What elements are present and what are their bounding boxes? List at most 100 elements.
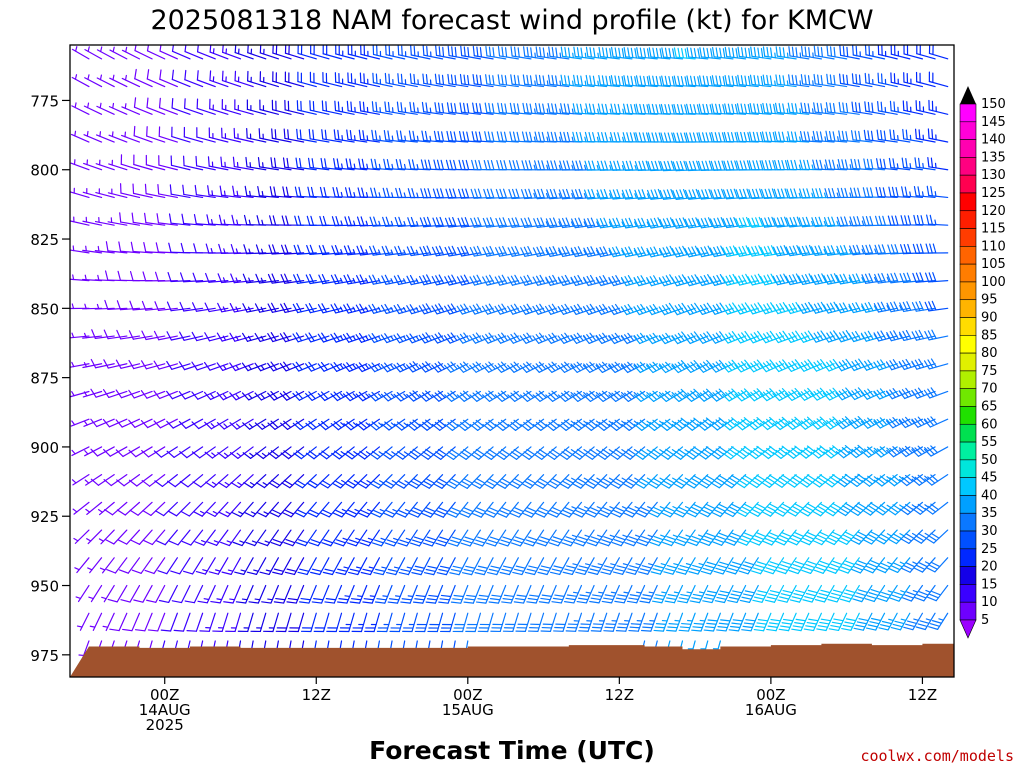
- wind-barb: [601, 584, 620, 604]
- barb-half-feather: [99, 102, 102, 109]
- barb-half-feather: [352, 393, 358, 398]
- wind-barb: [434, 501, 456, 518]
- barb-shaft: [337, 418, 355, 431]
- barb-shaft: [114, 557, 128, 574]
- barb-feather: [293, 452, 302, 460]
- barb-shaft: [171, 363, 191, 370]
- barb-feather: [284, 571, 296, 576]
- barb-feather: [394, 246, 400, 257]
- barb-feather: [358, 129, 362, 141]
- barb-feather: [692, 593, 704, 597]
- barb-shaft: [118, 612, 128, 632]
- wind-barb: [223, 584, 242, 604]
- barb-feather: [564, 47, 567, 58]
- barb-feather: [686, 512, 696, 518]
- barb-half-feather: [235, 423, 241, 428]
- wind-barb: [154, 271, 178, 282]
- barb-feather: [412, 130, 416, 142]
- barb-shaft: [464, 418, 482, 431]
- barb-feather: [585, 103, 589, 114]
- barb-feather: [567, 103, 571, 115]
- barb-feather: [348, 571, 359, 576]
- barb-shaft: [107, 307, 128, 310]
- wind-barb: [255, 446, 279, 460]
- barb-feather: [477, 565, 489, 569]
- barb-feather: [504, 47, 508, 58]
- wind-barb: [384, 72, 406, 88]
- barb-feather: [526, 419, 535, 427]
- wind-barb: [83, 418, 103, 427]
- wind-barb: [313, 612, 330, 633]
- barb-half-feather: [377, 393, 383, 398]
- barb-feather: [229, 302, 236, 313]
- barb-feather: [548, 333, 556, 343]
- barb-feather: [460, 45, 463, 57]
- barb-feather: [617, 75, 621, 87]
- barb-feather: [107, 598, 118, 603]
- barb-feather: [435, 45, 438, 56]
- barb-feather: [444, 217, 450, 228]
- barb-feather: [614, 390, 623, 399]
- barb-feather: [566, 594, 578, 597]
- wind-barb: [502, 612, 519, 633]
- barb-feather: [561, 421, 570, 429]
- wind-barb: [121, 74, 141, 88]
- barb-shaft: [600, 612, 608, 632]
- wind-barb: [96, 46, 115, 60]
- barb-feather: [463, 448, 473, 456]
- barb-feather: [295, 420, 304, 429]
- wind-barb: [221, 70, 242, 88]
- barb-feather: [583, 423, 592, 431]
- barb-feather: [602, 477, 612, 484]
- barb-feather: [242, 452, 252, 460]
- barb-feather: [507, 276, 514, 286]
- barb-shaft: [641, 418, 658, 431]
- wind-barb: [269, 186, 292, 199]
- barb-feather: [412, 477, 423, 484]
- barb-feather: [485, 542, 496, 547]
- barb-feather: [383, 129, 387, 141]
- barb-feather: [445, 453, 455, 460]
- barb-half-feather: [382, 595, 389, 598]
- barb-feather: [380, 393, 389, 402]
- barb-feather: [321, 332, 328, 342]
- barb-feather: [229, 392, 237, 401]
- barb-feather: [419, 423, 428, 431]
- barb-feather: [551, 477, 562, 484]
- barb-feather: [467, 46, 470, 58]
- barb-feather: [412, 390, 421, 399]
- barb-feather: [576, 47, 580, 58]
- barb-feather: [589, 47, 593, 58]
- barb-feather: [676, 538, 687, 544]
- barb-feather: [141, 300, 147, 311]
- barb-feather: [589, 361, 597, 370]
- barb-shaft: [402, 446, 418, 460]
- barb-shaft: [350, 418, 368, 431]
- wind-barb: [406, 333, 431, 344]
- barb-feather: [424, 130, 428, 142]
- barb-half-feather: [608, 249, 612, 256]
- barb-shaft: [692, 446, 709, 460]
- barb-feather: [481, 335, 489, 344]
- barb-feather: [611, 542, 622, 547]
- barb-feather: [191, 302, 198, 312]
- barb-feather: [601, 75, 605, 86]
- barb-feather: [610, 75, 614, 86]
- wind-barb: [360, 45, 380, 60]
- wind-barb: [207, 529, 229, 546]
- wind-barb: [280, 446, 305, 460]
- barb-feather: [272, 215, 277, 226]
- barb-feather: [626, 103, 630, 115]
- barb-feather: [269, 512, 280, 518]
- barb-half-feather: [352, 249, 356, 255]
- wind-barb: [494, 390, 519, 402]
- barb-feather: [229, 362, 236, 372]
- barb-half-feather: [365, 192, 369, 198]
- barb-shaft: [629, 446, 646, 460]
- wind-barb: [119, 212, 141, 226]
- barb-feather: [570, 364, 578, 373]
- barb-shaft: [288, 446, 305, 460]
- wind-barb: [254, 418, 279, 430]
- wind-barb: [246, 128, 267, 143]
- barb-feather: [346, 100, 349, 112]
